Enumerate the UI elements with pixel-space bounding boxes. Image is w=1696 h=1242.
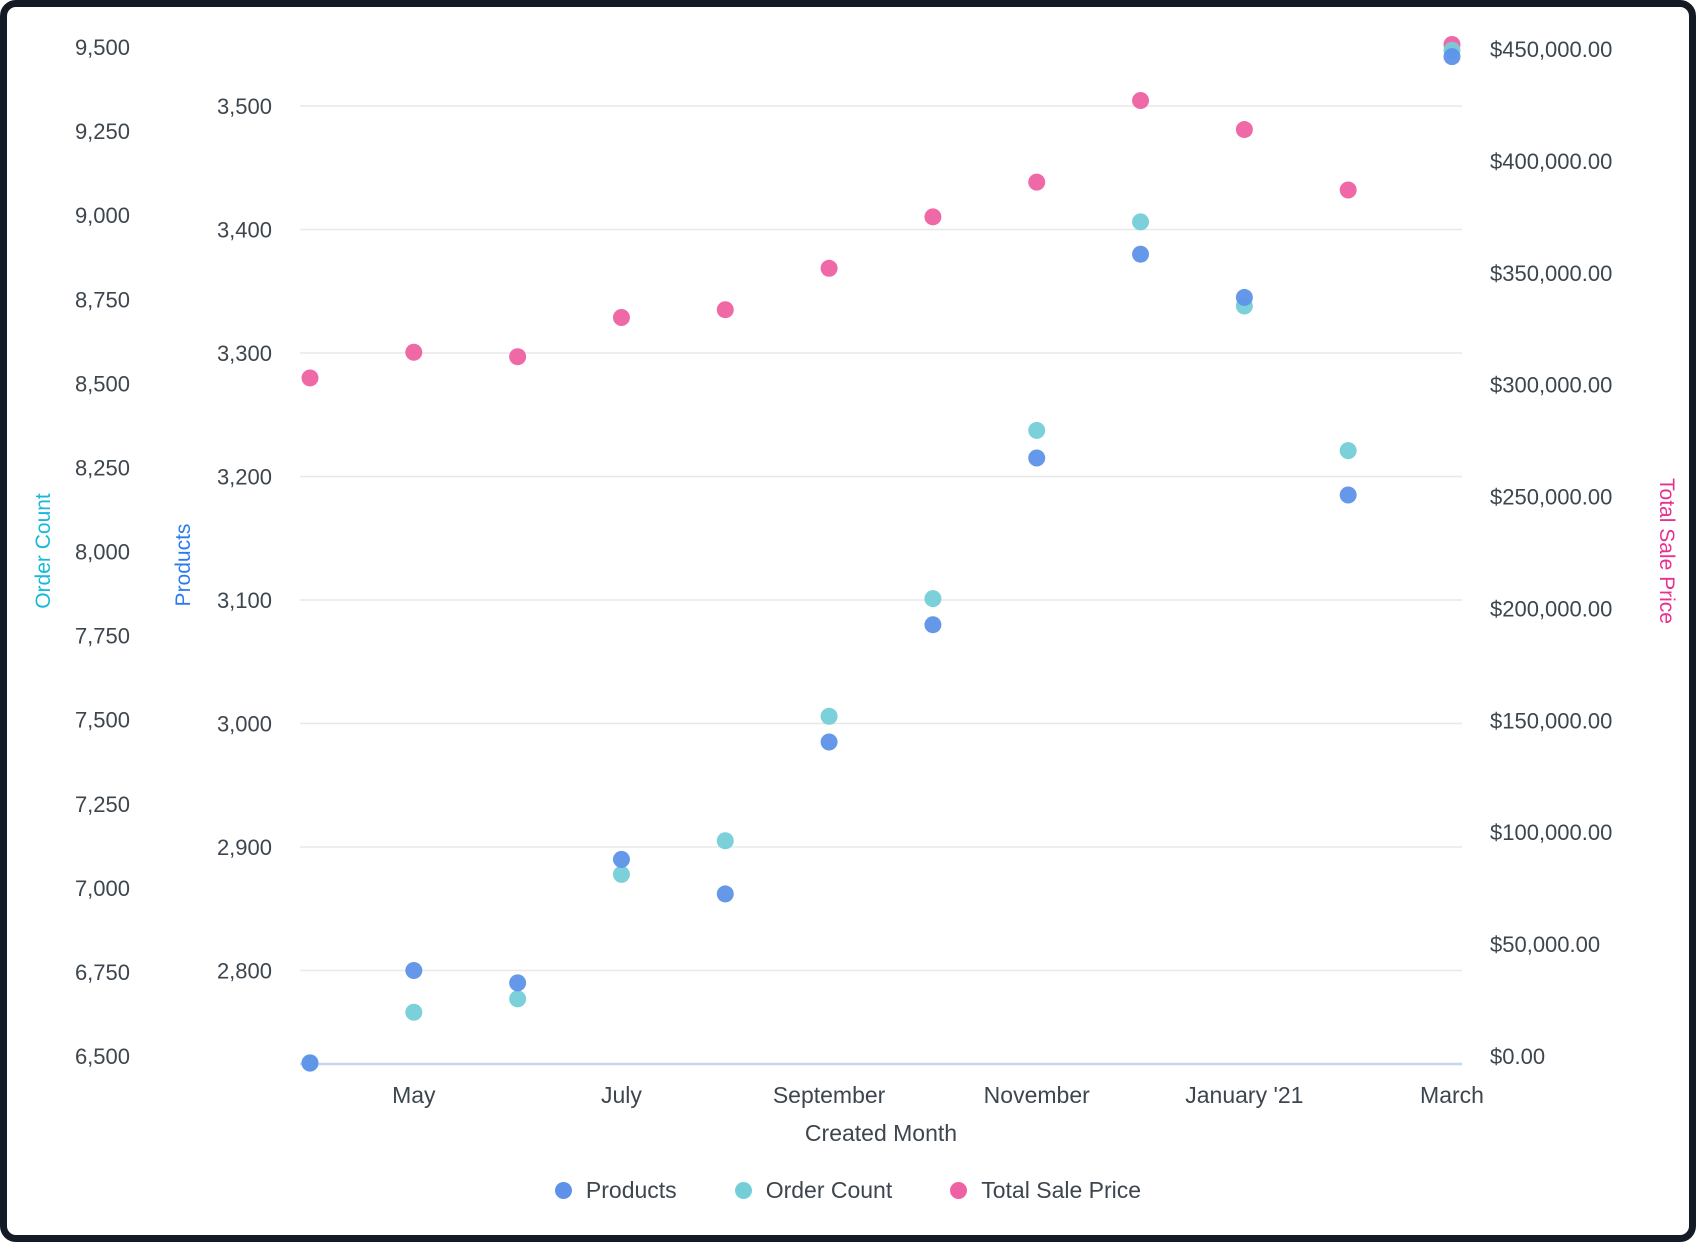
point-total-sale-price[interactable]	[1132, 91, 1150, 109]
legend-dot-order-count-icon	[734, 1181, 752, 1199]
point-order-count[interactable]	[1339, 442, 1357, 460]
point-products[interactable]	[1339, 486, 1357, 504]
point-order-count[interactable]	[820, 707, 838, 725]
sale-tick-label: $200,000.00	[1490, 596, 1612, 621]
products-tick-label: 3,000	[217, 712, 272, 737]
legend-label-products: Products	[585, 1176, 677, 1203]
point-total-sale-price[interactable]	[716, 301, 734, 319]
products-tick-label: 3,200	[217, 465, 272, 490]
point-total-sale-price[interactable]	[612, 309, 630, 327]
sale-tick-label: $0.00	[1490, 1044, 1545, 1069]
order-count-tick-label: 6,500	[75, 1044, 130, 1069]
point-products[interactable]	[301, 1054, 319, 1072]
point-total-sale-price[interactable]	[1339, 181, 1357, 199]
legend-item-products[interactable]: Products	[554, 1176, 677, 1204]
x-tick-label: September	[773, 1082, 886, 1108]
point-products[interactable]	[924, 616, 942, 634]
order-count-tick-label: 9,000	[75, 203, 130, 228]
point-order-count[interactable]	[1028, 421, 1046, 439]
order-count-tick-label: 8,500	[75, 371, 130, 396]
sale-tick-label: $400,000.00	[1490, 149, 1612, 174]
point-products[interactable]	[612, 850, 630, 868]
legend-item-total-sale-price[interactable]: Total Sale Price	[950, 1177, 1141, 1204]
point-order-count[interactable]	[716, 832, 734, 850]
legend-label-total-sale-price: Total Sale Price	[981, 1176, 1142, 1203]
sale-tick-label: $450,000.00	[1490, 37, 1612, 62]
order-count-tick-label: 9,500	[75, 35, 130, 60]
legend-dot-products-icon	[554, 1181, 572, 1199]
x-tick-label: July	[601, 1082, 642, 1108]
order-count-tick-label: 7,500	[75, 708, 130, 733]
legend: Products Order Count Total Sale Price	[0, 1172, 1696, 1208]
sale-tick-label: $100,000.00	[1490, 820, 1612, 845]
point-products[interactable]	[1028, 449, 1046, 467]
x-axis-title: Created Month	[805, 1120, 957, 1146]
point-products[interactable]	[1132, 245, 1150, 263]
products-tick-label: 2,800	[217, 959, 272, 984]
legend-dot-total-sale-price-icon	[950, 1181, 968, 1199]
point-products[interactable]	[1443, 48, 1461, 66]
order-count-tick-label: 7,000	[75, 876, 130, 901]
x-tick-label: November	[984, 1082, 1090, 1108]
point-products[interactable]	[820, 733, 838, 751]
order-count-tick-label: 6,750	[75, 960, 130, 985]
point-total-sale-price[interactable]	[924, 208, 942, 226]
point-order-count[interactable]	[924, 590, 942, 608]
order-count-tick-label: 8,000	[75, 540, 130, 565]
point-total-sale-price[interactable]	[509, 348, 527, 366]
products-tick-label: 3,500	[217, 94, 272, 119]
point-total-sale-price[interactable]	[820, 259, 838, 277]
order-count-tick-label: 7,250	[75, 792, 130, 817]
legend-item-order-count[interactable]: Order Count	[734, 1176, 893, 1204]
products-tick-label: 3,300	[217, 341, 272, 366]
point-total-sale-price[interactable]	[301, 369, 319, 387]
legend-label-order-count: Order Count	[765, 1176, 893, 1203]
sale-tick-label: $300,000.00	[1490, 373, 1612, 398]
sale-tick-label: $350,000.00	[1490, 261, 1612, 286]
products-tick-label: 3,100	[217, 588, 272, 613]
products-axis-title: Products	[172, 524, 195, 607]
x-tick-label: May	[392, 1082, 436, 1108]
point-order-count[interactable]	[1132, 213, 1150, 231]
point-total-sale-price[interactable]	[1235, 121, 1253, 139]
sale-tick-label: $50,000.00	[1490, 932, 1600, 957]
products-tick-label: 3,400	[217, 218, 272, 243]
order-count-tick-label: 8,750	[75, 287, 130, 312]
x-tick-label: March	[1420, 1082, 1484, 1108]
sale-tick-label: $150,000.00	[1490, 708, 1612, 733]
x-tick-label: January '21	[1185, 1082, 1303, 1108]
total-sale-price-axis-title: Total Sale Price	[1655, 478, 1678, 624]
order-count-axis-title: Order Count	[32, 493, 55, 609]
point-order-count[interactable]	[612, 865, 630, 883]
point-products[interactable]	[716, 885, 734, 903]
point-order-count[interactable]	[509, 990, 527, 1008]
point-products[interactable]	[1235, 288, 1253, 306]
order-count-tick-label: 9,250	[75, 119, 130, 144]
point-total-sale-price[interactable]	[1028, 173, 1046, 191]
point-products[interactable]	[509, 974, 527, 992]
point-total-sale-price[interactable]	[405, 343, 423, 361]
order-count-tick-label: 8,250	[75, 455, 130, 480]
point-products[interactable]	[405, 962, 423, 979]
sale-tick-label: $250,000.00	[1490, 485, 1612, 510]
order-count-tick-label: 7,750	[75, 624, 130, 649]
products-tick-label: 2,900	[217, 835, 272, 860]
point-order-count[interactable]	[405, 1003, 423, 1021]
